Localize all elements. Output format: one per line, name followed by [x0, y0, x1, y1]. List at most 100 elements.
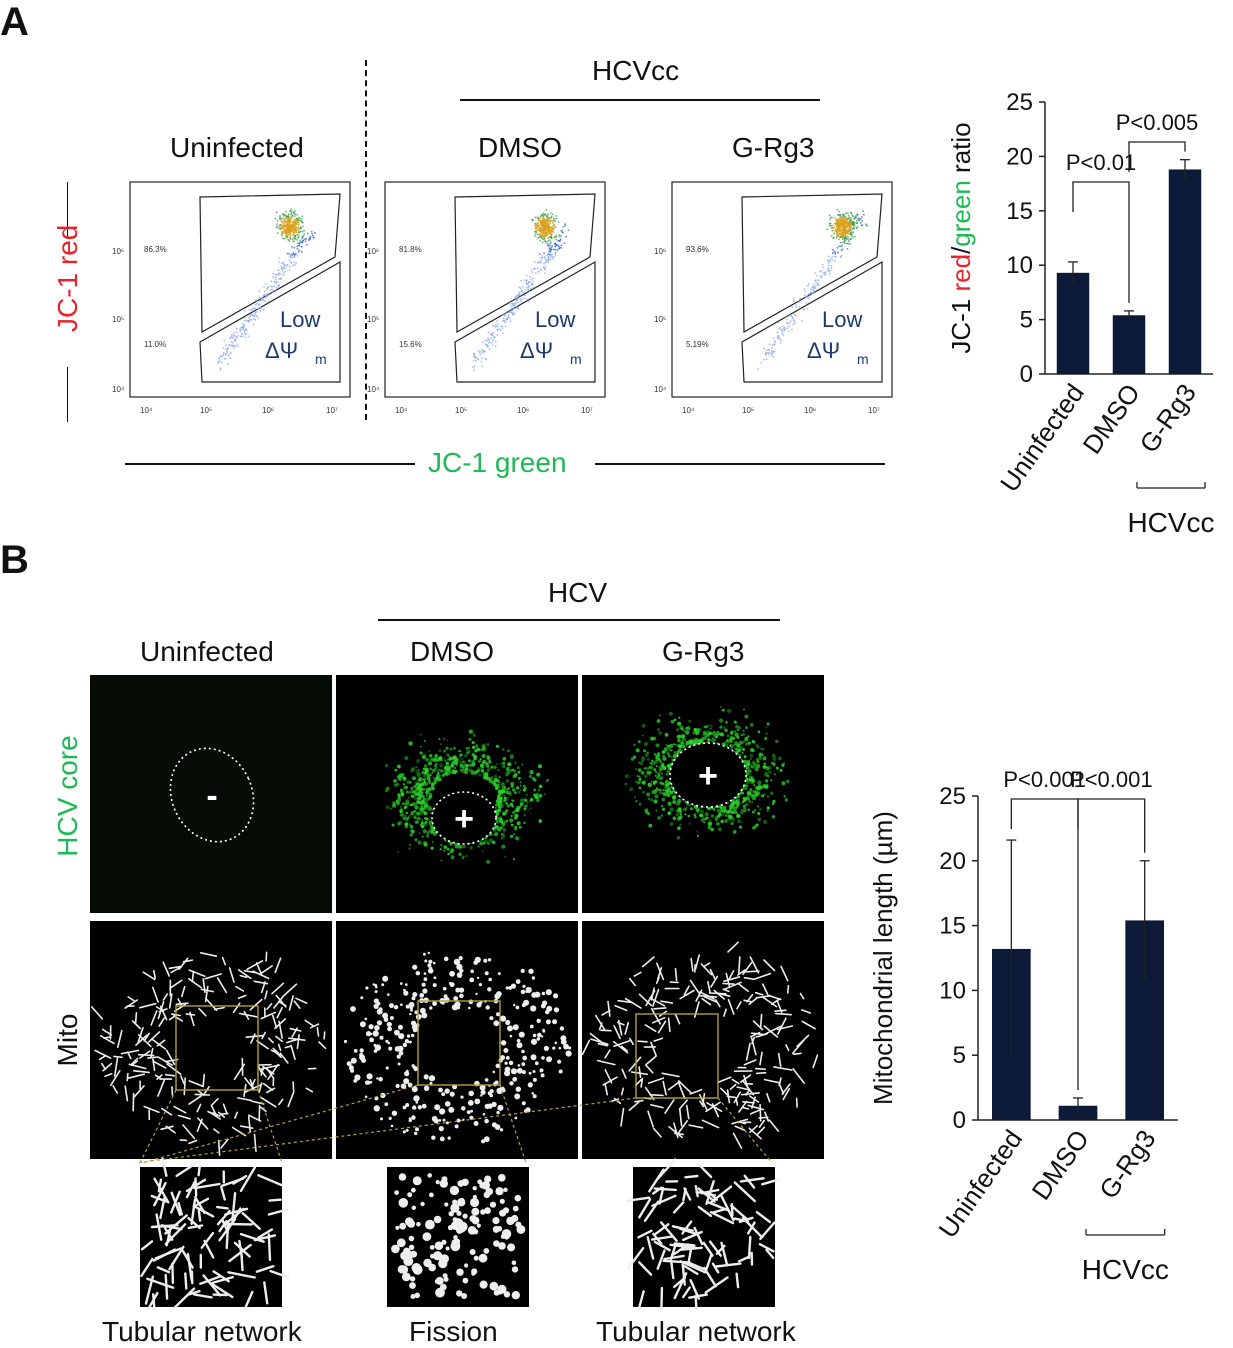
mito-fragment	[389, 1003, 394, 1008]
flow-dot	[565, 236, 567, 238]
core-signal-dot	[419, 751, 422, 754]
core-signal-dot	[497, 769, 499, 771]
flow-dot	[220, 362, 222, 364]
flow-dot	[772, 356, 774, 358]
flow-dot	[254, 313, 256, 315]
flow-dot	[290, 262, 292, 264]
flow-dot	[810, 291, 812, 293]
flow-dot	[510, 317, 512, 319]
mito-fragment	[416, 1014, 422, 1020]
mito-fragment	[461, 1293, 467, 1299]
flow-dot	[477, 358, 479, 360]
flow-dot	[543, 263, 545, 265]
flow-dot	[550, 212, 552, 214]
mito-fragment	[439, 1108, 445, 1114]
flow-dot	[517, 302, 519, 304]
y-tick-label: 10⁴	[112, 385, 125, 394]
flow-dot	[861, 216, 863, 218]
flow-dot	[537, 229, 539, 231]
mito-fragment	[402, 1273, 411, 1282]
flow-dot	[831, 235, 833, 237]
y-axis-label-part: red	[946, 254, 976, 292]
flow-dot	[527, 298, 529, 300]
flow-dot	[817, 279, 819, 281]
flow-dot	[260, 299, 262, 301]
core-signal-dot	[776, 767, 779, 770]
mito-fragment	[434, 1104, 440, 1110]
core-signal-dot	[414, 785, 418, 789]
flow-dot	[268, 301, 270, 303]
core-signal-dot	[702, 737, 704, 739]
flow-dot	[832, 230, 834, 232]
mito-fragment	[387, 1022, 392, 1027]
core-signal-dot	[677, 722, 681, 726]
mito-fragment	[512, 1261, 517, 1266]
core-signal-dot	[681, 816, 683, 818]
zoom-inset-1	[387, 1167, 529, 1307]
flow-dot	[492, 344, 494, 346]
flow-dot	[230, 357, 232, 359]
flow-dot	[561, 230, 563, 232]
flow-dot	[553, 249, 555, 251]
mito-fragment	[415, 1127, 419, 1131]
mito-fragment	[418, 1105, 422, 1109]
core-signal-dot	[670, 801, 672, 803]
flow-dot	[846, 222, 848, 224]
category-label: DMSO	[1077, 378, 1146, 459]
core-signal-dot	[673, 743, 675, 745]
mito-fragment	[456, 1269, 463, 1276]
mito-fragment	[521, 969, 525, 973]
core-signal-dot	[625, 774, 629, 778]
flow-dot	[505, 326, 507, 328]
core-signal-dot	[480, 765, 482, 767]
core-signal-dot	[386, 805, 390, 809]
core-signal-dot	[731, 729, 733, 731]
mito-fragment	[509, 1061, 513, 1065]
core-signal-dot	[742, 748, 745, 751]
mito-fragment	[398, 1056, 401, 1059]
core-signal-dot	[421, 819, 423, 821]
core-signal-dot	[503, 795, 505, 797]
mito-fragment	[489, 1016, 493, 1020]
mito-tubule	[180, 1140, 186, 1141]
flow-dot	[304, 238, 306, 240]
mito-fragment	[484, 1192, 490, 1198]
core-signal-dot	[409, 781, 411, 783]
core-signal-dot	[720, 820, 723, 823]
flow-dot	[857, 213, 859, 215]
flow-dot	[300, 230, 302, 232]
flow-dot	[298, 245, 300, 247]
flow-dot	[297, 243, 299, 245]
flow-dot	[853, 231, 855, 233]
flow-dot	[543, 235, 545, 237]
flow-dot	[264, 294, 266, 296]
flow-dot	[829, 223, 831, 225]
mito-fragment	[508, 986, 512, 990]
mito-tubule	[217, 1207, 228, 1208]
flow-dot	[485, 359, 487, 361]
mito-fragment	[499, 1058, 503, 1062]
core-signal-dot	[662, 763, 665, 766]
core-signal-dot	[681, 735, 685, 739]
mito-fragment	[405, 1103, 409, 1107]
mito-fragment	[380, 1036, 384, 1040]
core-signal-dot	[403, 817, 406, 820]
mito-fragment	[505, 1020, 510, 1025]
core-signal-dot	[410, 770, 412, 772]
core-signal-dot	[393, 779, 397, 783]
flow-dot	[807, 285, 809, 287]
mito-fragment	[423, 953, 426, 956]
core-signal-dot	[442, 774, 445, 777]
core-signal-dot	[485, 763, 488, 766]
mito-fragment	[367, 1073, 373, 1079]
mito-tubule	[757, 1073, 766, 1074]
flow-dot	[793, 298, 795, 300]
flow-dot	[260, 307, 262, 309]
flow-dot	[557, 244, 559, 246]
core-signal-dot	[732, 737, 735, 740]
mito-fragment	[515, 1222, 521, 1228]
flow-dot	[542, 216, 544, 218]
core-signal-dot	[685, 808, 687, 810]
core-signal-dot	[735, 721, 737, 723]
